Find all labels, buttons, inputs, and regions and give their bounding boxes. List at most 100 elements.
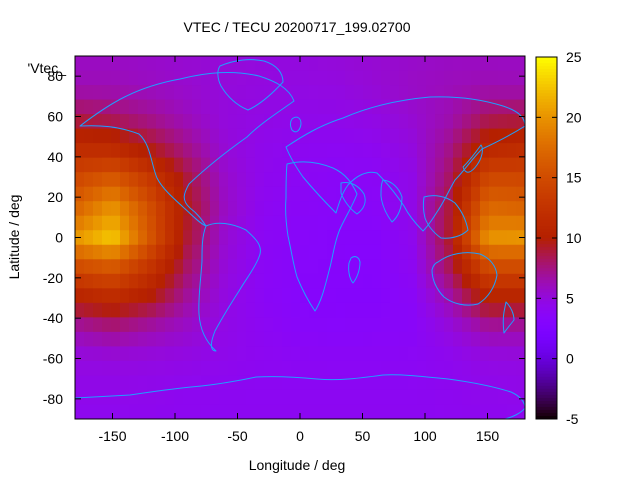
heatmap-cell bbox=[237, 346, 247, 362]
heatmap-cell bbox=[75, 56, 85, 72]
heatmap-cell bbox=[93, 360, 103, 377]
heatmap-cell bbox=[507, 128, 517, 144]
heatmap-cell bbox=[237, 331, 247, 347]
heatmap-cell bbox=[300, 186, 310, 202]
heatmap-cell bbox=[237, 360, 247, 377]
heatmap-cell bbox=[516, 288, 525, 304]
colorbar-segment bbox=[536, 126, 557, 130]
heatmap-cell bbox=[408, 56, 418, 72]
colorbar-segment bbox=[536, 259, 557, 263]
heatmap-cell bbox=[309, 302, 319, 318]
heatmap-cell bbox=[480, 230, 490, 246]
heatmap-cell bbox=[75, 288, 85, 304]
heatmap-cell bbox=[183, 259, 193, 275]
heatmap-cell bbox=[300, 331, 310, 347]
heatmap-cell bbox=[102, 259, 112, 275]
heatmap-cell bbox=[192, 259, 202, 275]
heatmap-cell bbox=[480, 389, 490, 406]
heatmap-cell bbox=[156, 56, 166, 72]
heatmap-cell bbox=[111, 317, 121, 333]
heatmap-cell bbox=[435, 99, 445, 115]
heatmap-cell bbox=[300, 215, 310, 231]
heatmap-cell bbox=[309, 215, 319, 231]
heatmap-cell bbox=[138, 244, 148, 260]
heatmap-cell bbox=[273, 114, 283, 130]
heatmap-cell bbox=[390, 186, 400, 202]
heatmap-cell bbox=[219, 56, 229, 72]
heatmap-cell bbox=[354, 244, 364, 260]
heatmap-cell bbox=[174, 186, 184, 202]
heatmap-cell bbox=[246, 215, 256, 231]
heatmap-cell bbox=[273, 346, 283, 362]
heatmap-cell bbox=[471, 201, 481, 217]
heatmap-cell bbox=[399, 128, 409, 144]
heatmap-cell bbox=[417, 215, 427, 231]
heatmap-cell bbox=[129, 157, 139, 173]
heatmap-cell bbox=[309, 157, 319, 173]
heatmap-cell bbox=[84, 56, 94, 72]
heatmap-cell bbox=[201, 360, 211, 377]
heatmap-cell bbox=[354, 259, 364, 275]
heatmap-cell bbox=[363, 375, 373, 391]
heatmap-cell bbox=[264, 302, 274, 318]
heatmap-cell bbox=[129, 360, 139, 377]
heatmap-cell bbox=[507, 375, 517, 391]
heatmap-cell bbox=[309, 99, 319, 115]
heatmap-cell bbox=[183, 172, 193, 188]
heatmap-cell bbox=[273, 375, 283, 391]
heatmap-cell bbox=[489, 157, 499, 173]
heatmap-cell bbox=[318, 302, 328, 318]
heatmap-cell bbox=[426, 346, 436, 362]
heatmap-cell bbox=[399, 70, 409, 86]
heatmap-cell bbox=[426, 172, 436, 188]
heatmap-cell bbox=[354, 201, 364, 217]
heatmap-cell bbox=[372, 302, 382, 318]
colorbar-segment bbox=[536, 213, 557, 218]
heatmap-cell bbox=[498, 244, 508, 260]
y-tick-label: 20 bbox=[47, 189, 63, 205]
heatmap-cell bbox=[516, 143, 525, 159]
heatmap-cell bbox=[300, 288, 310, 304]
heatmap-cell bbox=[291, 128, 301, 144]
heatmap-cell bbox=[327, 404, 337, 419]
heatmap-cell bbox=[372, 317, 382, 333]
heatmap-cell bbox=[147, 215, 157, 231]
heatmap-cell bbox=[525, 114, 535, 129]
heatmap-cell bbox=[228, 201, 238, 217]
heatmap-cell bbox=[120, 99, 130, 115]
heatmap-cell bbox=[273, 389, 283, 406]
heatmap-cell bbox=[264, 114, 274, 130]
heatmap-cell bbox=[489, 143, 499, 159]
heatmap-cell bbox=[462, 70, 472, 86]
colorbar-segment bbox=[536, 304, 557, 308]
heatmap-cell bbox=[120, 346, 130, 362]
heatmap-cell bbox=[102, 273, 112, 289]
heatmap-cell bbox=[93, 273, 103, 289]
colorbar-segment bbox=[536, 253, 557, 257]
x-tick-label: 100 bbox=[413, 428, 437, 444]
heatmap-cell bbox=[354, 230, 364, 246]
heatmap-cell bbox=[291, 302, 301, 318]
heatmap-cell bbox=[336, 273, 346, 289]
heatmap-cell bbox=[345, 85, 355, 101]
heatmap-cell bbox=[336, 389, 346, 406]
colorbar-segment bbox=[536, 373, 557, 378]
heatmap-cell bbox=[129, 215, 139, 231]
heatmap-cell bbox=[291, 288, 301, 304]
heatmap-cell bbox=[156, 70, 166, 86]
heatmap-cell bbox=[273, 128, 283, 144]
heatmap-cell bbox=[489, 360, 499, 377]
heatmap-cell bbox=[228, 128, 238, 144]
heatmap-cell bbox=[345, 360, 355, 377]
heatmap-cell bbox=[444, 288, 454, 304]
heatmap-cell bbox=[192, 186, 202, 202]
heatmap-cell bbox=[111, 172, 121, 188]
heatmap-cell bbox=[336, 230, 346, 246]
heatmap-cell bbox=[453, 99, 463, 115]
heatmap-cell bbox=[156, 375, 166, 391]
heatmap-cell bbox=[156, 114, 166, 130]
heatmap-cell bbox=[192, 99, 202, 115]
colorbar-tick-label: 5 bbox=[566, 290, 574, 306]
heatmap-cell bbox=[426, 114, 436, 130]
colorbar-segment bbox=[536, 307, 557, 311]
